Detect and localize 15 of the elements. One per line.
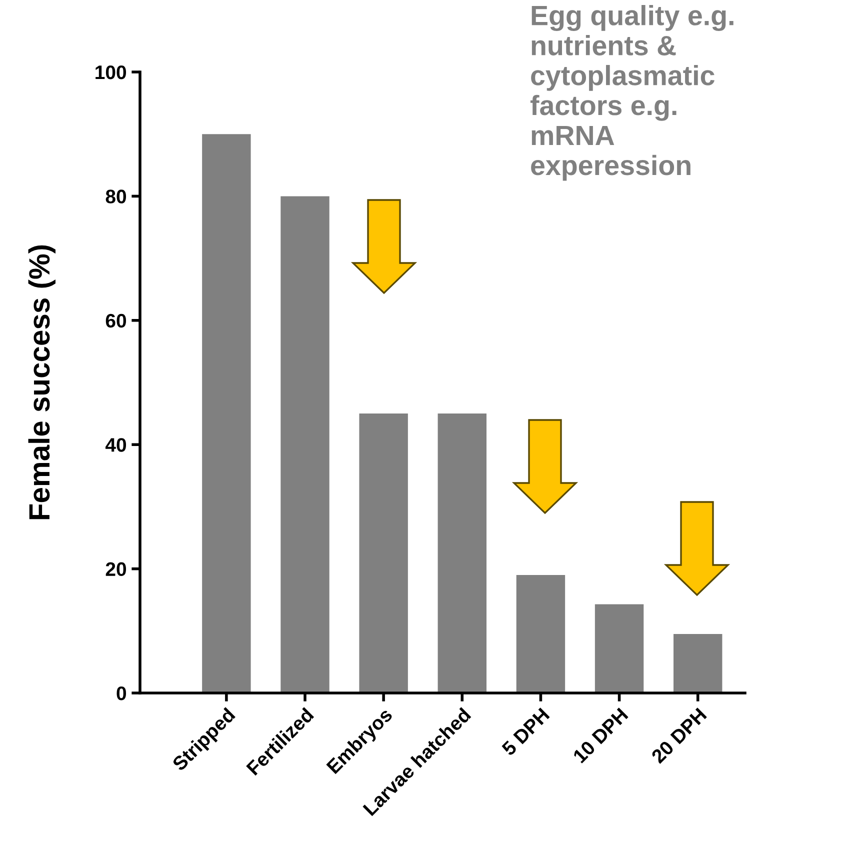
y-tick-label: 0 <box>116 686 126 700</box>
y-tick-label: 20 <box>106 562 126 576</box>
y-axis-title: Female success (%) <box>28 245 56 520</box>
bar <box>594 604 644 693</box>
annotation: Egg quality e.g. nutrients & cytoplasmatic factors e.g. mRNA experession <box>530 5 734 181</box>
y-tick-label: 60 <box>106 314 126 328</box>
bar <box>674 634 722 693</box>
bar <box>438 414 486 693</box>
y-tick-label: 80 <box>106 190 126 204</box>
y-tick-label: 40 <box>105 438 126 452</box>
bar <box>359 414 408 693</box>
bar <box>202 134 251 693</box>
bar <box>516 575 566 693</box>
y-tick-label: 100 <box>96 65 126 80</box>
bar <box>280 196 330 693</box>
